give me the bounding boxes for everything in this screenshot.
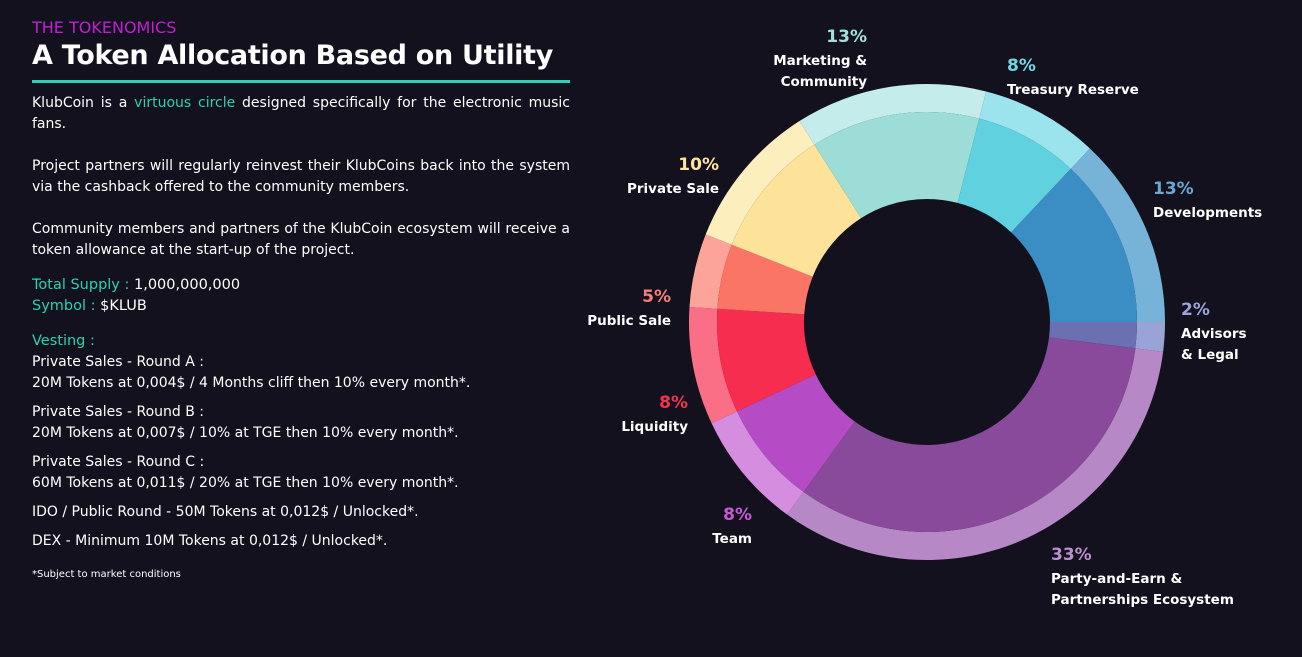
slice-label-liquidity: 8% Liquidity [621,393,688,435]
slice-percent-party: 33% [1051,545,1092,565]
slice-label-public: 5% Public Sale [587,287,671,329]
highlight-text: virtuous circle [134,95,236,111]
vesting-round: DEX - Minimum 10M Tokens at 0,012$ / Unl… [32,533,388,549]
slice-name-party: Party-and-Earn & [1051,571,1182,587]
slice-percent-private: 10% [678,155,719,175]
donut-slice-marketing [814,112,980,219]
section-eyebrow: THE TOKENOMICS [32,18,177,37]
vesting-list: Private Sales - Round A : 20M Tokens at 0… [32,352,570,552]
slice-name-treasury: Treasury Reserve [1007,82,1139,98]
footnote: *Subject to market conditions [32,569,181,580]
donut-labels: 2% Advisors & Legal 33% Party-and-Earn & Part… [587,27,1262,608]
slice-name-developments: Developments [1153,205,1262,221]
vesting-item: Private Sales - Round C : 60M Tokens at 0… [32,452,570,494]
vesting-item: DEX - Minimum 10M Tokens at 0,012$ / Unl… [32,531,570,552]
donut-slices [689,84,1165,560]
intro-text: designed specifically for the electronic… [32,95,571,132]
donut-slice-public [717,244,813,315]
slice-label-marketing: 13% Marketing & Community [773,27,867,90]
donut-slice-party [803,337,1136,532]
intro-paragraph-1: KlubCoin is a virtuous circle designed s… [32,93,570,135]
slice-name-marketing: Marketing & [773,53,867,69]
vesting-round: Private Sales - Round B : [32,404,204,420]
vesting-terms: 20M Tokens at 0,007$ / 10% at TGE then 1… [32,425,459,441]
slice-label-advisors: 2% Advisors & Legal [1181,300,1247,363]
vesting-item: IDO / Public Round - 50M Tokens at 0,012… [32,502,570,523]
donut-slice-outer-private [705,121,815,245]
donut-slice-outer-team [711,411,804,515]
slice-percent-developments: 13% [1153,179,1194,199]
slice-name-private: Private Sale [627,181,719,197]
vesting-item: Private Sales - Round A : 20M Tokens at 0… [32,352,570,394]
slice-label-private: 10% Private Sale [627,155,719,197]
donut-slice-outer-liquidity [689,307,737,424]
slice-label-developments: 13% Developments [1153,179,1262,221]
slice-label-party: 33% Party-and-Earn & Partnerships Ecosyste… [1051,545,1234,608]
slice-name-advisors: Advisors [1181,326,1247,342]
donut-slice-outer-developments [1070,148,1165,322]
symbol-label: Symbol : [32,298,96,314]
token-symbol: Symbol : $KLUB [32,296,570,317]
slice-name-party: Partnerships Ecosystem [1051,592,1234,608]
total-supply: Total Supply : 1,000,000,000 [32,275,570,296]
donut-slice-private [731,144,862,277]
slice-percent-public: 5% [642,287,671,307]
page-title: A Token Allocation Based on Utility [32,40,554,71]
total-supply-value: 1,000,000,000 [129,277,241,293]
slice-name-advisors: & Legal [1181,347,1239,363]
slice-percent-liquidity: 8% [659,393,688,413]
vesting-terms: 60M Tokens at 0,011$ / 20% at TGE then 1… [32,475,459,491]
donut-slice-treasury [957,118,1071,233]
vesting-heading: Vesting : [32,333,95,349]
donut-slice-outer-party [787,348,1164,560]
slice-label-treasury: 8% Treasury Reserve [1007,56,1139,98]
slice-percent-advisors: 2% [1181,300,1210,320]
vesting-round: IDO / Public Round - 50M Tokens at 0,012… [32,504,419,520]
donut-slice-outer-public [689,234,732,309]
symbol-value: $KLUB [95,298,147,314]
slice-label-team: 8% Team [712,505,752,547]
slice-name-public: Public Sale [587,313,671,329]
title-underline [32,80,570,83]
total-supply-label: Total Supply : [32,277,130,293]
donut-slice-outer-marketing [799,84,987,145]
intro-paragraph-3: Community members and partners of the Kl… [32,221,570,258]
donut-slice-team [736,374,855,492]
intro-text: KlubCoin is a [32,95,135,111]
slice-name-team: Team [712,531,752,547]
donut-slice-outer-treasury [979,91,1090,169]
donut-slice-liquidity [716,308,816,412]
tokenomics-panel: THE TOKENOMICS A Token Allocation Based … [32,18,570,591]
slice-percent-team: 8% [723,505,752,525]
donut-slice-advisors [1049,322,1137,349]
donut-slice-developments [1011,168,1137,322]
slice-percent-treasury: 8% [1007,56,1036,76]
donut-slice-outer-advisors [1135,322,1165,352]
slice-percent-marketing: 13% [826,27,867,47]
vesting-round: Private Sales - Round C : [32,454,205,470]
intro-paragraph-2: Project partners will regularly reinvest… [32,158,570,195]
vesting-terms: 20M Tokens at 0,004$ / 4 Months cliff th… [32,375,471,391]
vesting-round: Private Sales - Round A : [32,354,204,370]
slice-name-liquidity: Liquidity [621,419,688,435]
vesting-item: Private Sales - Round B : 20M Tokens at 0… [32,402,570,444]
slice-name-marketing: Community [781,74,868,90]
